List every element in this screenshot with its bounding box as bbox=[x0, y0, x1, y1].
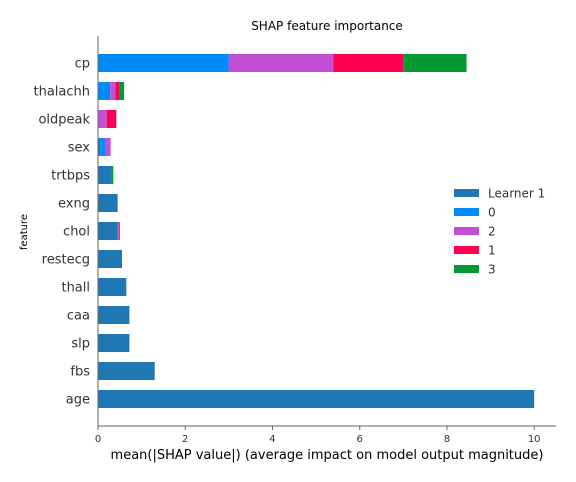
bar-age-series-0 bbox=[98, 390, 535, 408]
bars-group bbox=[98, 54, 535, 408]
x-axis: 0 2 4 6 8 10 bbox=[95, 425, 556, 445]
bar-chol-series-2 bbox=[117, 222, 119, 240]
bar-oldpeak-series-3 bbox=[106, 110, 117, 128]
bar-thalachh-series-2 bbox=[110, 82, 116, 100]
x-tick-label-6: 6 bbox=[357, 434, 363, 445]
bar-sex-series-1 bbox=[100, 138, 106, 156]
y-tick-label-age: age bbox=[66, 393, 90, 408]
legend-swatch-0 bbox=[454, 189, 479, 197]
x-tick-label-10: 10 bbox=[528, 434, 541, 445]
legend: Learner 1 0 2 1 3 bbox=[454, 187, 545, 277]
bar-thalachh-series-1 bbox=[98, 82, 111, 100]
y-tick-label-oldpeak: oldpeak bbox=[38, 113, 90, 128]
y-tick-label-chol: chol bbox=[63, 225, 90, 240]
bar-sex-series-2 bbox=[105, 138, 111, 156]
x-tick-label-2: 2 bbox=[182, 434, 188, 445]
bar-sex-series-0 bbox=[98, 138, 101, 156]
y-tick-label-caa: caa bbox=[67, 309, 90, 324]
y-tick-labels: cp thalachh oldpeak sex trtbps exng chol restec… bbox=[33, 57, 90, 408]
x-tick-label-4: 4 bbox=[269, 434, 275, 445]
legend-swatch-3 bbox=[454, 246, 479, 254]
y-tick-label-cp: cp bbox=[75, 57, 90, 72]
chart-title: SHAP feature importance bbox=[251, 19, 403, 33]
legend-label-2: 2 bbox=[488, 225, 496, 239]
y-tick-label-sex: sex bbox=[68, 141, 91, 156]
bar-exng-series-0 bbox=[98, 194, 118, 212]
legend-swatch-1 bbox=[454, 208, 479, 216]
bar-oldpeak-series-2 bbox=[98, 110, 107, 128]
y-tick-label-thalachh: thalachh bbox=[33, 85, 90, 100]
bar-thalachh-series-3 bbox=[115, 82, 120, 100]
bar-chol-series-3 bbox=[118, 222, 120, 240]
legend-label-4: 3 bbox=[488, 263, 496, 277]
bar-cp-series-4 bbox=[403, 54, 467, 72]
y-tick-label-fbs: fbs bbox=[70, 365, 90, 380]
bar-thalachh-series-4 bbox=[119, 82, 125, 100]
bar-cp-series-2 bbox=[228, 54, 334, 72]
legend-swatch-2 bbox=[454, 227, 479, 235]
y-tick-label-trtbps: trtbps bbox=[51, 169, 90, 184]
x-tick-label-8: 8 bbox=[444, 434, 450, 445]
y-axis-title: feature bbox=[19, 214, 30, 250]
bar-slp-series-0 bbox=[98, 334, 130, 352]
legend-swatch-4 bbox=[454, 265, 479, 273]
bar-cp-series-3 bbox=[333, 54, 404, 72]
bar-caa-series-0 bbox=[98, 306, 130, 324]
bar-fbs-series-0 bbox=[98, 362, 155, 380]
legend-label-0: Learner 1 bbox=[488, 187, 545, 201]
bar-trtbps-series-0 bbox=[98, 166, 112, 184]
y-tick-label-exng: exng bbox=[58, 197, 90, 212]
x-axis-title: mean(|SHAP value|) (average impact on mo… bbox=[111, 448, 544, 463]
y-tick-label-restecg: restecg bbox=[42, 253, 90, 268]
bar-trtbps-series-4 bbox=[111, 166, 114, 184]
legend-label-1: 0 bbox=[488, 206, 496, 220]
y-tick-label-slp: slp bbox=[71, 337, 90, 352]
bar-thall-series-0 bbox=[98, 278, 127, 296]
bar-cp-series-1 bbox=[98, 54, 229, 72]
y-tick-label-thall: thall bbox=[61, 281, 90, 296]
x-tick-label-0: 0 bbox=[95, 434, 101, 445]
bar-chol-series-0 bbox=[98, 222, 118, 240]
legend-label-3: 1 bbox=[488, 244, 496, 258]
bar-restecg-series-0 bbox=[98, 250, 122, 268]
